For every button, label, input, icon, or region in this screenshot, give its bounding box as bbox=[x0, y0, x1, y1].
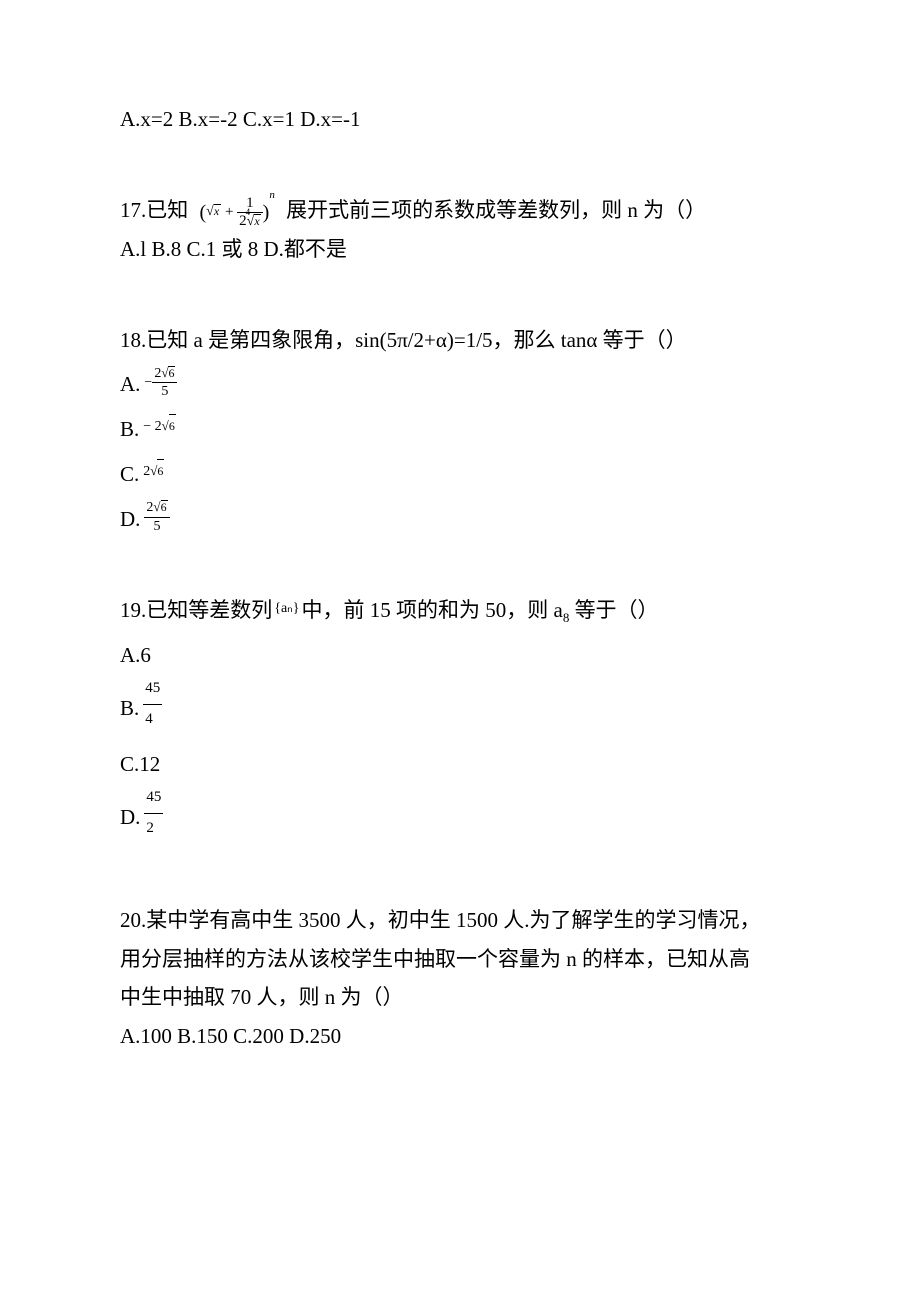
q17-sqrt-x: √x bbox=[206, 204, 221, 219]
q19-optA: A.6 bbox=[120, 636, 810, 675]
q19A-text: 6 bbox=[140, 643, 151, 667]
q18C-coef: 2 bbox=[143, 464, 150, 479]
q20-line2: 用分层抽样的方法从该校学生中抽取一个容量为 n 的样本，已知从高 bbox=[120, 940, 810, 979]
q18-optC-label: C. bbox=[120, 462, 139, 486]
q17-head: 已知 bbox=[146, 198, 188, 222]
q18D-numcoef: 2 bbox=[146, 500, 153, 515]
q19C-text: 12 bbox=[139, 752, 160, 776]
q19D-label: D. bbox=[120, 805, 140, 829]
q17-root4: 4√x bbox=[247, 214, 261, 229]
q16-options-block: A.x=2 B.x=-2 C.x=1 D.x=-1 bbox=[120, 100, 810, 139]
q19-block: 19.已知等差数列{aₙ}中，前 15 项的和为 50，则 a8 等于（） A.… bbox=[120, 591, 810, 849]
q19D-num: 45 bbox=[144, 784, 163, 813]
q18-optB: B.− 2√6 bbox=[120, 410, 810, 449]
q19C-label: C. bbox=[120, 752, 139, 776]
q18C-rad: 6 bbox=[157, 459, 164, 482]
page-content: A.x=2 B.x=-2 C.x=1 D.x=-1 17.已知 (√x + 1 … bbox=[0, 0, 920, 1168]
q19-seq: {aₙ} bbox=[274, 596, 299, 622]
q17-formula: (√x + 1 24√x )n bbox=[200, 196, 275, 229]
q18-optA: A.−2√65 bbox=[120, 365, 810, 404]
q17-fraction: 1 24√x bbox=[237, 196, 263, 229]
q19B-label: B. bbox=[120, 696, 139, 720]
q18D-numrad: 6 bbox=[161, 500, 168, 514]
q19-optD: D.452 bbox=[120, 790, 810, 849]
q20-line1: 20.某中学有高中生 3500 人，初中生 1500 人.为了解学生的学习情况， bbox=[120, 901, 810, 940]
q17-stem-line: 17.已知 (√x + 1 24√x )n 展开式前三项的系数成等差数列，则 n… bbox=[120, 191, 810, 230]
q18-optC-val: 2√6 bbox=[143, 459, 164, 485]
q19-optB: B.454 bbox=[120, 681, 810, 740]
q18-optB-val: − 2√6 bbox=[143, 414, 176, 440]
q17-tail: 展开式前三项的系数成等差数列，则 n 为（） bbox=[286, 198, 706, 222]
q19-optC: C.12 bbox=[120, 745, 810, 784]
q17-rparen: ) bbox=[263, 201, 270, 223]
q17-root-rad: x bbox=[254, 214, 260, 227]
q18D-den: 5 bbox=[144, 517, 169, 534]
q18-optD: D.2√65 bbox=[120, 500, 810, 539]
q19-head: 19.已知等差数列 bbox=[120, 598, 272, 622]
q18A-numrad: 6 bbox=[168, 366, 175, 380]
q17-frac-den: 24√x bbox=[237, 212, 263, 229]
q20-opts: A.100 B.150 C.200 D.250 bbox=[120, 1017, 810, 1056]
q19-stem: 19.已知等差数列{aₙ}中，前 15 项的和为 50，则 a8 等于（） bbox=[120, 591, 810, 630]
q19B-num: 45 bbox=[143, 675, 162, 704]
q19-tail: 等于（） bbox=[569, 598, 658, 622]
q18-optA-val: −2√65 bbox=[144, 366, 177, 400]
q18-stem: 18.已知 a 是第四象限角，sin(5π/2+α)=1/5，那么 tanα 等… bbox=[120, 321, 810, 360]
q19D-den: 2 bbox=[144, 813, 163, 843]
q19B-den: 4 bbox=[143, 704, 162, 734]
q19B-val: 454 bbox=[143, 675, 162, 734]
q18-optD-val: 2√65 bbox=[144, 500, 169, 534]
q18B-coef: 2 bbox=[155, 419, 162, 434]
q18-optD-label: D. bbox=[120, 507, 140, 531]
q18A-sign: − bbox=[144, 375, 152, 390]
q17-plus: + bbox=[225, 203, 233, 219]
q16-options: A.x=2 B.x=-2 C.x=1 D.x=-1 bbox=[120, 100, 810, 139]
q17-root-idx: 4 bbox=[246, 208, 251, 217]
q17-lparen: ( bbox=[200, 201, 207, 223]
q20-line3: 中生中抽取 70 人，则 n 为（） bbox=[120, 978, 810, 1017]
q18A-den: 5 bbox=[152, 382, 177, 399]
q17-num: 17. bbox=[120, 198, 146, 222]
q18-optC: C.2√6 bbox=[120, 455, 810, 494]
q18B-sign: − bbox=[143, 419, 154, 434]
q18B-rad: 6 bbox=[169, 414, 176, 437]
q19A-label: A. bbox=[120, 643, 140, 667]
q20-block: 20.某中学有高中生 3500 人，初中生 1500 人.为了解学生的学习情况，… bbox=[120, 901, 810, 1056]
q19D-val: 452 bbox=[144, 784, 163, 843]
q18-block: 18.已知 a 是第四象限角，sin(5π/2+α)=1/5，那么 tanα 等… bbox=[120, 321, 810, 539]
q17-block: 17.已知 (√x + 1 24√x )n 展开式前三项的系数成等差数列，则 n… bbox=[120, 191, 810, 269]
q18A-numcoef: 2 bbox=[154, 366, 161, 381]
q18-optB-label: B. bbox=[120, 417, 139, 441]
q18-optA-label: A. bbox=[120, 372, 140, 396]
q17-options: A.l B.8 C.1 或 8 D.都不是 bbox=[120, 230, 810, 269]
q17-power: n bbox=[269, 189, 275, 201]
q19-mid: 中，前 15 项的和为 50，则 a bbox=[301, 598, 562, 622]
